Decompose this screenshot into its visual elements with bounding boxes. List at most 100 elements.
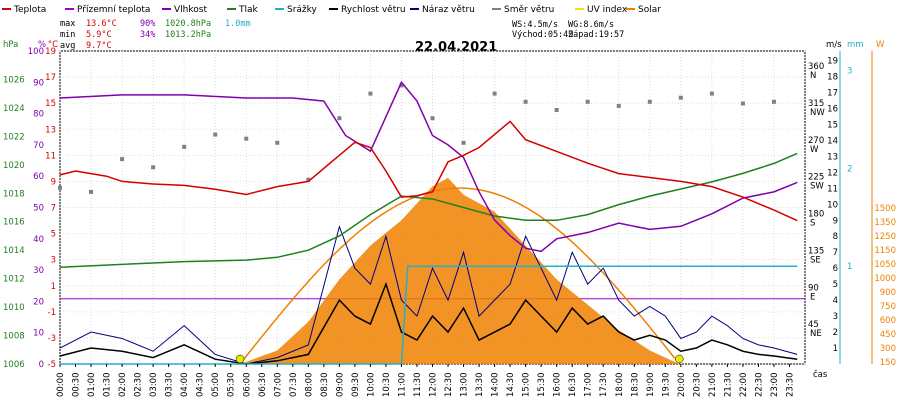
stats-max-hum: 90%	[140, 19, 155, 29]
x-tick-label: 19:00	[646, 373, 656, 398]
pct-tick: 50	[33, 204, 44, 214]
dir-tick: 45	[808, 320, 819, 330]
wind-gust-info: WG:8.6m/s	[568, 20, 614, 30]
x-tick-label: 15:30	[537, 373, 547, 398]
temp-tick: 13	[45, 125, 56, 135]
ms-tick: 17	[827, 89, 838, 99]
w-tick: 600	[880, 316, 896, 326]
ms-tick: 4	[833, 296, 838, 306]
hpa-tick: 1014	[3, 246, 25, 256]
ms-tick: 13	[827, 152, 838, 162]
x-tick-label: 10:00	[366, 373, 376, 398]
legend-label: Rychlost větru	[341, 5, 406, 15]
stats-max-label: max	[60, 19, 75, 29]
solar-max-curve	[239, 187, 676, 365]
ms-tick: 9	[833, 216, 838, 226]
mm-tick: 3	[847, 67, 852, 77]
x-tick-label: 00:30	[72, 373, 82, 398]
wind-dir-point	[771, 99, 776, 104]
x-tick-label: 16:30	[568, 373, 578, 398]
temp-tick: 11	[45, 151, 56, 161]
x-tick-label: 07:00	[273, 373, 283, 398]
temp-tick: 1	[51, 282, 56, 292]
hpa-tick: 1022	[3, 132, 25, 142]
legend-label: Srážky	[287, 5, 318, 15]
x-tick-label: 01:30	[103, 373, 113, 398]
x-tick-label: 05:00	[211, 373, 221, 398]
pct-tick: 0	[39, 360, 44, 370]
axes: hPa% °C m/s mm W1026102410221020101810161014…	[3, 40, 896, 370]
ms-tick: 1	[833, 344, 838, 354]
stats-max-press: 1020.8hPa	[165, 19, 211, 29]
pct-tick: 20	[33, 297, 44, 307]
temp-tick: -5	[48, 360, 56, 370]
stats-avg-temp: 9.7°C	[86, 41, 112, 51]
w-tick: 900	[880, 288, 896, 298]
dir-label: SW	[810, 182, 824, 192]
series-lines	[58, 80, 798, 365]
dir-label: S	[810, 219, 815, 229]
legend-label: Teplota	[13, 5, 46, 15]
dir-tick: 315	[808, 99, 824, 109]
axis-unit-w: W	[876, 40, 885, 50]
x-tick-label: 00:00	[56, 373, 66, 398]
ms-tick: 3	[833, 312, 838, 322]
hpa-tick: 1008	[3, 332, 25, 342]
x-tick-label: 16:00	[553, 373, 563, 398]
wind-gust-line	[59, 225, 798, 365]
x-tick-label: 21:00	[708, 373, 718, 398]
mm-tick: 2	[847, 164, 852, 174]
axis-unit-deg: °C	[48, 40, 58, 50]
dir-tick: 270	[808, 136, 824, 146]
sunrise-info: Východ:05:49	[512, 30, 573, 40]
ms-tick: 19	[827, 57, 838, 67]
hpa-tick: 1012	[3, 275, 25, 285]
x-tick-label: 06:30	[258, 373, 268, 398]
sunset-info: Západ:19:57	[568, 30, 624, 40]
x-tick-label: 09:00	[335, 373, 345, 398]
w-tick: 300	[880, 344, 896, 354]
x-tick-label: 02:00	[118, 373, 128, 398]
x-tick-label: 17:30	[599, 373, 609, 398]
ms-tick: 15	[827, 120, 838, 130]
solar-area	[239, 177, 680, 365]
x-tick-label: 10:30	[382, 373, 392, 398]
ms-tick: 8	[833, 232, 838, 242]
stats-max-temp: 13.6°C	[86, 19, 117, 29]
x-axis-label: čas	[813, 369, 828, 380]
wind-dir-point	[337, 116, 342, 121]
wind-dir-point	[213, 132, 218, 137]
ms-tick: 5	[833, 280, 838, 290]
mm-tick: 1	[847, 262, 852, 272]
pct-tick: 90	[33, 78, 44, 88]
x-tick-label: 20:00	[677, 373, 687, 398]
dir-label: W	[810, 145, 819, 155]
axis-unit-ms: m/s	[826, 40, 842, 50]
hpa-tick: 1026	[3, 75, 25, 85]
stats-rain: 1.0mm	[225, 19, 251, 29]
wind-dir-point	[151, 165, 156, 170]
dir-label: SE	[810, 255, 821, 265]
pct-tick: 60	[33, 172, 44, 182]
ms-tick: 10	[827, 200, 838, 210]
axis-unit-pct: %	[38, 40, 46, 50]
wind-dir-point	[58, 185, 62, 190]
dir-tick: 180	[808, 210, 824, 220]
x-tick-label: 15:00	[522, 373, 532, 398]
legend-label: Směr větru	[504, 5, 554, 15]
wind-info: WS:4.5m/s WG:8.6m/s Východ:05:49 Západ:1…	[512, 20, 624, 40]
wind-dir-point	[740, 101, 745, 106]
w-tick: 150	[880, 358, 896, 368]
chart-title: 22.04.2021	[415, 40, 497, 55]
wind-dir-point	[368, 91, 373, 96]
ms-tick: 18	[827, 73, 838, 83]
stats-min-hum: 34%	[140, 30, 155, 40]
legend-label: UV index	[587, 5, 628, 15]
chart-legend: Teplota Přízemní teplota Vlhkost Tlak Srážky…	[2, 5, 661, 15]
x-tick-label: 14:30	[506, 373, 516, 398]
x-tick-label: 07:30	[289, 373, 299, 398]
ms-tick: 16	[827, 104, 838, 114]
dir-label: E	[810, 292, 815, 302]
wind-dir-point	[399, 83, 404, 88]
temperature-line	[59, 120, 798, 222]
